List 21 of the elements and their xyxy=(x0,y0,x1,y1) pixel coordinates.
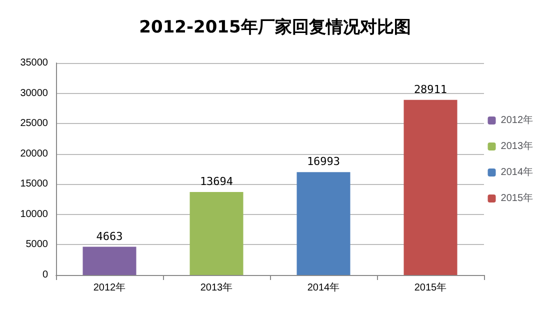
y-tick-label: 35000 xyxy=(20,58,48,68)
y-tick-label: 15000 xyxy=(20,178,48,190)
chart-title: 2012-2015年厂家回复情况对比图 xyxy=(139,18,411,38)
x-tick-label: 2013年 xyxy=(200,282,233,294)
x-tick-label: 2015年 xyxy=(414,282,447,294)
x-tick-label: 2012年 xyxy=(93,282,126,294)
y-tick-label: 25000 xyxy=(20,118,48,130)
data-label: 16993 xyxy=(306,155,340,168)
legend-label: 2013年 xyxy=(500,140,534,152)
y-tick-label: 0 xyxy=(42,270,48,280)
y-tick-label: 20000 xyxy=(20,148,48,160)
x-tick-label: 2014年 xyxy=(307,282,340,294)
y-tick-label: 30000 xyxy=(20,88,48,99)
y-tick-label: 10000 xyxy=(20,208,48,220)
data-label: 28911 xyxy=(414,82,448,96)
legend-label: 2015年 xyxy=(500,192,534,204)
legend-label: 2012年 xyxy=(500,114,534,126)
data-label: 4663 xyxy=(96,230,123,243)
legend-label: 2014年 xyxy=(500,166,534,178)
data-label: 13694 xyxy=(200,175,234,188)
y-tick-label: 5000 xyxy=(26,239,48,250)
